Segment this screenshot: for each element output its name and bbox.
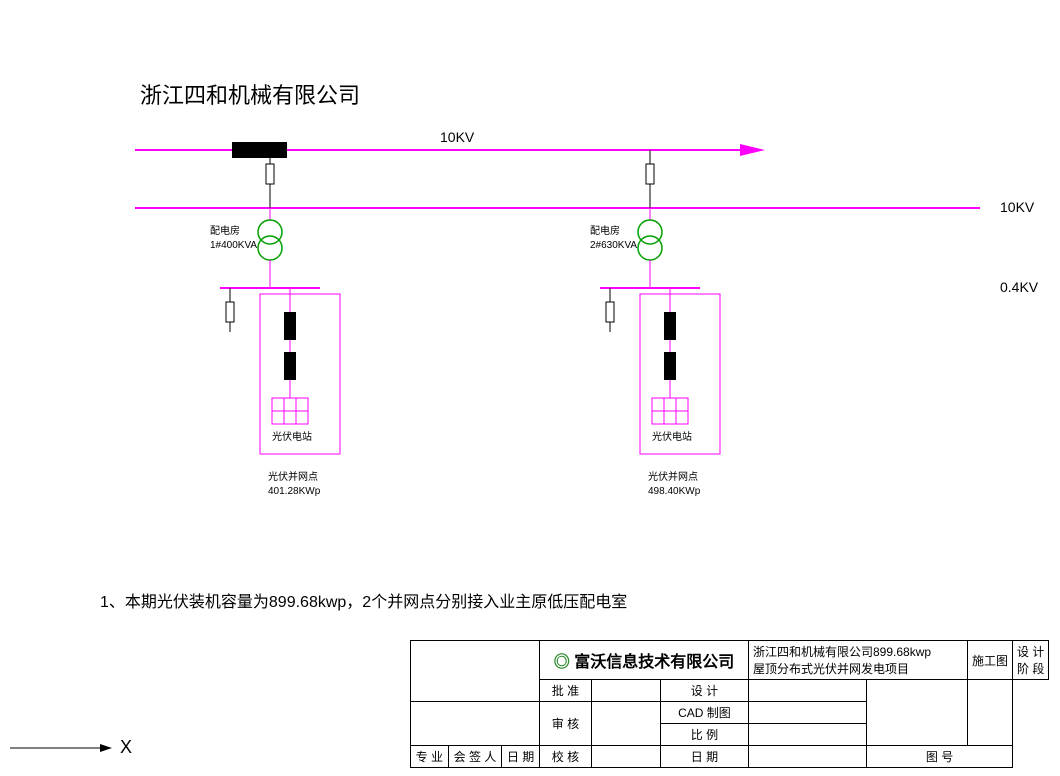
axis-label: X <box>120 737 132 757</box>
svg-text:光伏电站: 光伏电站 <box>272 430 312 443</box>
svg-text:配电房: 配电房 <box>210 224 240 237</box>
axis-marker: X <box>0 728 140 768</box>
footnote: 1、本期光伏装机容量为899.68kwp，2个并网点分别接入业主原低压配电室 <box>100 588 627 612</box>
tb-proj2: 屋顶分布式光伏并网发电项目 <box>753 662 909 676</box>
svg-text:498.40KWp: 498.40KWp <box>648 486 701 497</box>
tb-stage1: 施工图 <box>968 641 1013 680</box>
tb-company: 富沃信息技术有限公司 <box>574 654 734 671</box>
tb-proj1: 浙江四和机械有限公司899.68kwp <box>753 645 931 659</box>
svg-text:光伏并网点: 光伏并网点 <box>648 470 698 483</box>
title-block: ◎ 富沃信息技术有限公司 浙江四和机械有限公司899.68kwp 屋顶分布式光伏… <box>410 640 1049 768</box>
svg-text:光伏并网点: 光伏并网点 <box>268 470 318 483</box>
svg-text:10KV: 10KV <box>1000 199 1035 215</box>
svg-text:1#400KVA: 1#400KVA <box>210 240 257 251</box>
svg-text:光伏电站: 光伏电站 <box>652 430 692 443</box>
svg-text:2#630KVA: 2#630KVA <box>590 240 637 251</box>
svg-text:401.28KWp: 401.28KWp <box>268 486 321 497</box>
page-title: 浙江四和机械有限公司 <box>140 78 360 110</box>
svg-text:配电房: 配电房 <box>590 224 620 237</box>
svg-text:10KV: 10KV <box>440 129 475 145</box>
svg-text:0.4KV: 0.4KV <box>1000 279 1039 295</box>
